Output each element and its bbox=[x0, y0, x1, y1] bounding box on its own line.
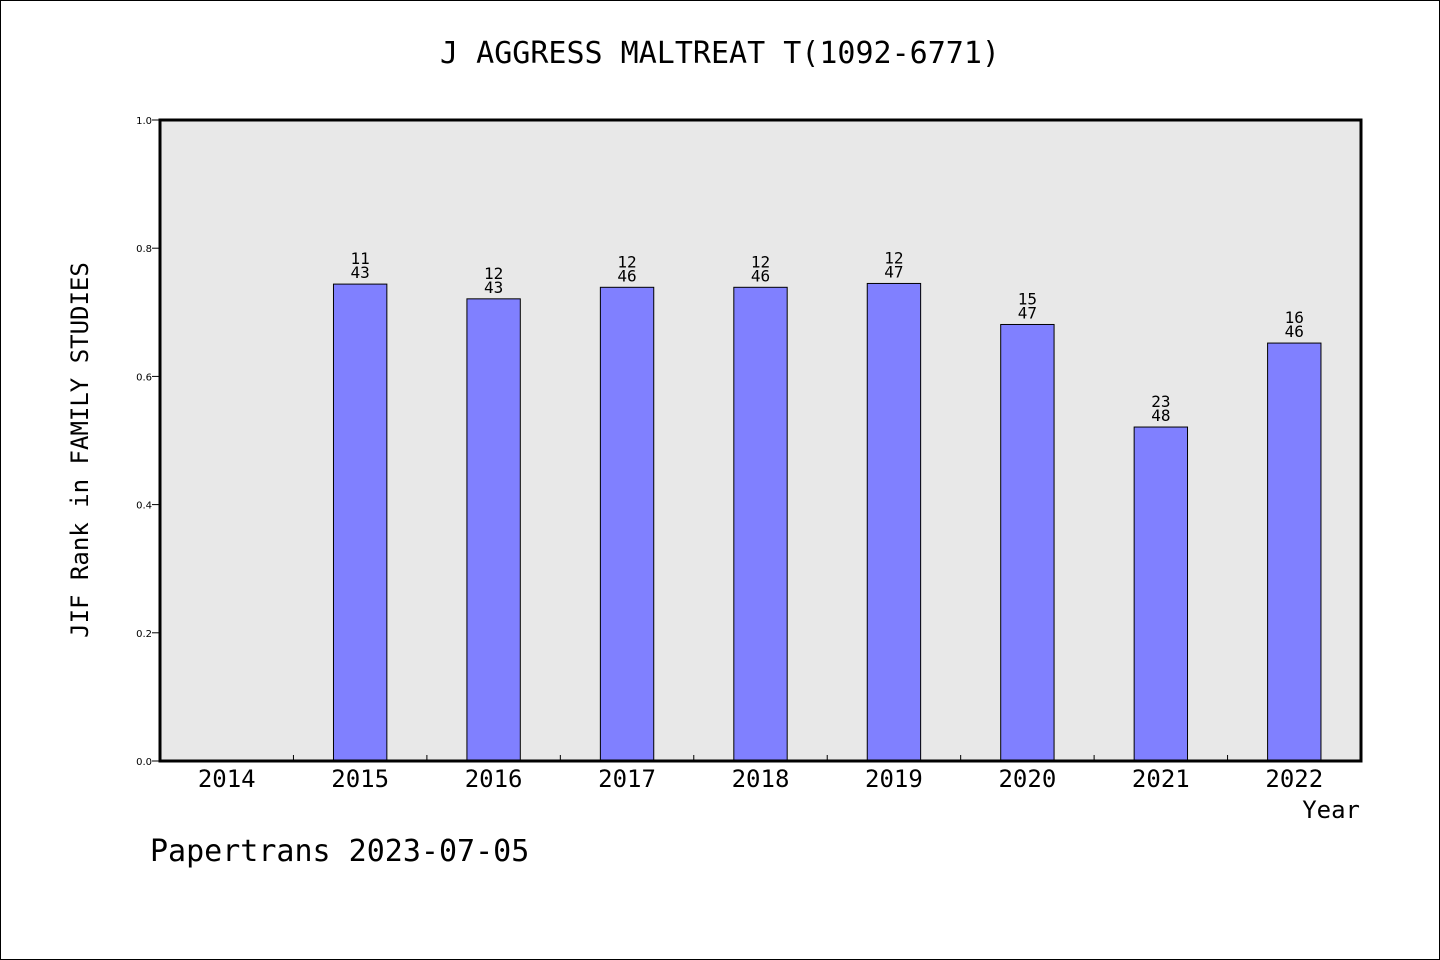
total-label: 43 bbox=[484, 278, 503, 297]
rank-label: 23 bbox=[1151, 392, 1170, 411]
y-axis-label: JIF Rank in FAMILY STUDIES bbox=[66, 262, 94, 638]
chart-title: J AGGRESS MALTREAT T(1092-6771) bbox=[440, 36, 1000, 71]
y-tick-label: 0.8 bbox=[136, 244, 152, 255]
bar-2018 bbox=[733, 286, 788, 762]
total-label: 46 bbox=[1285, 322, 1304, 341]
total-label: 47 bbox=[884, 262, 903, 281]
rank-label: 15 bbox=[1018, 289, 1037, 308]
total-label: 47 bbox=[1018, 303, 1037, 322]
total-label: 43 bbox=[351, 263, 370, 282]
bar-2016 bbox=[466, 298, 521, 762]
x-axis-label: Year bbox=[1302, 796, 1360, 824]
rank-label: 12 bbox=[884, 248, 903, 267]
bars bbox=[332, 282, 1322, 762]
bar-2019 bbox=[866, 282, 922, 762]
total-label: 46 bbox=[617, 266, 636, 285]
rank-label: 16 bbox=[1285, 308, 1304, 327]
y-tick-label: 0.6 bbox=[136, 372, 152, 383]
y-axis: 0.0 0.2 0.4 0.6 0.8 1.0 bbox=[136, 116, 160, 768]
footer-text: Papertrans 2023-07-05 bbox=[150, 834, 530, 869]
rank-label: 11 bbox=[351, 249, 370, 268]
x-tick-label: 2016 bbox=[465, 765, 523, 793]
bar-2022 bbox=[1267, 342, 1322, 762]
x-axis: 2014 2015 2016 2017 2018 2019 2020 2021 2022 bbox=[198, 755, 1323, 793]
rank-label: 12 bbox=[617, 252, 636, 271]
rank-label: 12 bbox=[751, 252, 770, 271]
bar-2021 bbox=[1133, 426, 1189, 762]
bar-2020 bbox=[1000, 323, 1055, 762]
y-tick-label: 0.4 bbox=[136, 501, 152, 512]
plot-border bbox=[158, 118, 1363, 763]
total-label: 46 bbox=[751, 266, 770, 285]
bar-2017 bbox=[599, 286, 655, 762]
x-tick-label: 2021 bbox=[1132, 765, 1190, 793]
x-tick-label: 2018 bbox=[732, 765, 790, 793]
bar-2015 bbox=[332, 283, 388, 762]
x-tick-label: 2015 bbox=[331, 765, 389, 793]
total-label: 48 bbox=[1151, 406, 1170, 425]
x-tick-label: 2019 bbox=[865, 765, 923, 793]
x-tick-label: 2017 bbox=[598, 765, 656, 793]
x-tick-label: 2020 bbox=[998, 765, 1056, 793]
x-tick-label: 2014 bbox=[198, 765, 256, 793]
y-tick-label: 1.0 bbox=[136, 116, 152, 127]
y-tick-label: 0.0 bbox=[136, 757, 152, 768]
rank-label: 12 bbox=[484, 264, 503, 283]
x-tick-label: 2022 bbox=[1265, 765, 1323, 793]
y-tick-label: 0.2 bbox=[136, 629, 152, 640]
